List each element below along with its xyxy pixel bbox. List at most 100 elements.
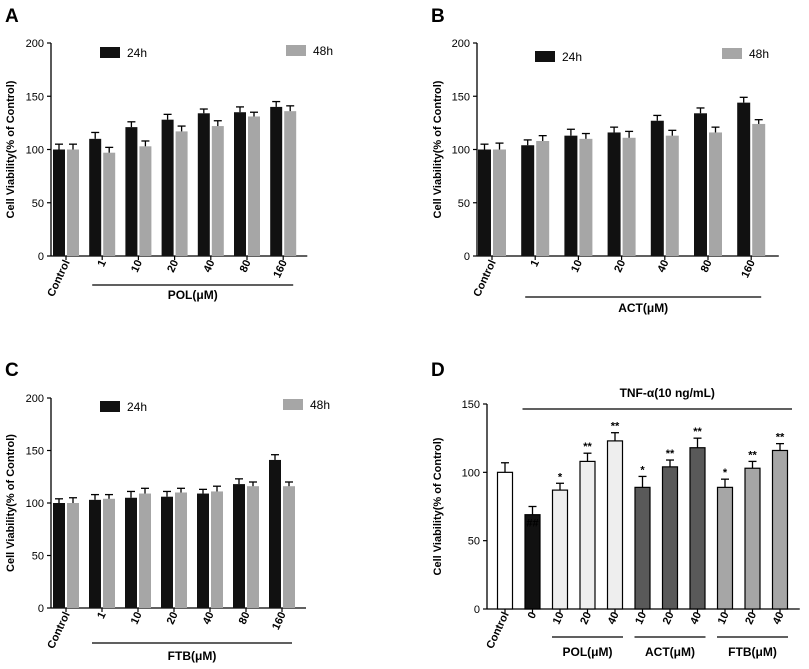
x-tick-label: 1 xyxy=(528,258,541,269)
x-tick-label: 40 xyxy=(201,610,217,626)
significance-mark: * xyxy=(558,471,563,483)
significance-mark: ## xyxy=(526,518,538,530)
y-tick-label: 200 xyxy=(452,38,470,50)
bar xyxy=(579,460,596,610)
x-tick-label: Control xyxy=(471,258,498,299)
y-axis-label: Cell Viability(% of Control) xyxy=(5,80,17,218)
bar-24h xyxy=(53,503,65,608)
x-tick-label: 20 xyxy=(165,258,181,274)
legend-swatch-48h xyxy=(722,48,742,59)
bar-24h xyxy=(233,484,245,608)
y-tick-label: 150 xyxy=(462,399,480,411)
legend-swatch-24h xyxy=(100,401,120,412)
dose-group-label: ACT(μM) xyxy=(618,301,668,315)
y-axis-label: Cell Viability(% of Control) xyxy=(432,437,444,575)
y-tick-label: 0 xyxy=(38,603,44,615)
x-tick-label: Control xyxy=(484,610,511,651)
bar-48h xyxy=(622,137,636,256)
bar xyxy=(634,486,651,610)
bar-24h xyxy=(564,135,578,256)
bar-24h xyxy=(694,113,707,256)
y-tick-label: 150 xyxy=(26,91,44,103)
legend-swatch-24h xyxy=(535,51,555,62)
bar-48h xyxy=(175,131,188,256)
bar-24h xyxy=(234,112,246,256)
x-tick-label: 40 xyxy=(606,610,622,626)
bar-24h xyxy=(125,497,137,608)
x-tick-label: 10 xyxy=(551,610,567,626)
y-tick-label: 50 xyxy=(32,551,44,563)
bar-48h xyxy=(103,498,115,608)
bar-24h xyxy=(650,120,664,257)
y-tick-label: 0 xyxy=(464,251,470,263)
y-tick-label: 150 xyxy=(26,446,44,458)
significance-mark: * xyxy=(640,464,645,476)
bar-24h xyxy=(89,138,102,256)
bar-48h xyxy=(67,149,79,256)
y-tick-label: 50 xyxy=(468,536,480,548)
bar xyxy=(496,471,514,610)
panel-c: C Cell Viability(% of Control) 0 50 100 150 20… xyxy=(5,360,330,663)
x-tick-label: Control xyxy=(45,610,72,651)
x-tick-label: 40 xyxy=(771,610,787,626)
bar-48h xyxy=(493,149,506,256)
y-tick-label: 0 xyxy=(38,251,44,263)
x-tick-label: 20 xyxy=(165,610,181,626)
significance-mark: ** xyxy=(666,448,675,460)
panel-letter: B xyxy=(431,6,445,27)
bar xyxy=(551,489,569,610)
x-tick-label: 40 xyxy=(201,258,217,274)
bar-48h xyxy=(248,116,260,256)
bar-24h xyxy=(53,149,65,256)
y-tick-label: 200 xyxy=(26,38,44,50)
x-tick-label: 80 xyxy=(699,258,715,274)
x-tick-label: 20 xyxy=(612,258,628,274)
y-tick-label: 100 xyxy=(26,498,44,510)
significance-mark: ** xyxy=(693,426,702,438)
dose-group-label: ACT(μM) xyxy=(645,645,695,659)
x-tick-label: 40 xyxy=(688,610,704,626)
y-tick-label: 200 xyxy=(26,393,44,405)
x-tick-label: 20 xyxy=(578,610,594,626)
bar-24h xyxy=(161,119,174,257)
y-tick-label: 100 xyxy=(26,145,44,157)
bar-48h xyxy=(211,126,224,256)
legend-label: 48h xyxy=(310,398,330,412)
bar-24h xyxy=(89,499,101,608)
x-tick-label: 40 xyxy=(655,258,671,274)
bar xyxy=(661,466,679,610)
legend-label: 24h xyxy=(127,46,147,60)
bar-24h xyxy=(270,106,283,257)
x-tick-label: 10 xyxy=(129,610,145,626)
significance-mark: ** xyxy=(611,421,620,433)
x-tick-label: 1 xyxy=(95,610,108,621)
y-tick-label: 50 xyxy=(32,198,44,210)
legend-label: 24h xyxy=(562,50,582,64)
bar-48h xyxy=(709,132,722,256)
x-tick-label: 160 xyxy=(271,258,290,280)
bar xyxy=(689,447,706,610)
legend-swatch-48h xyxy=(286,45,306,56)
y-tick-label: 50 xyxy=(458,198,470,210)
bar-24h xyxy=(269,459,281,608)
x-tick-label: 80 xyxy=(237,610,253,626)
y-tick-label: 150 xyxy=(452,91,470,103)
legend-label: 48h xyxy=(749,47,769,61)
bar-48h xyxy=(139,493,151,608)
bar-48h xyxy=(103,152,116,256)
x-tick-label: 10 xyxy=(633,610,649,626)
bar-48h xyxy=(752,123,766,256)
panel-letter: C xyxy=(5,360,19,381)
x-tick-label: 160 xyxy=(739,258,758,280)
dose-group-label: POL(μM) xyxy=(168,288,218,302)
bar-24h xyxy=(737,102,751,256)
bar-48h xyxy=(247,486,259,608)
y-axis-label: Cell Viability(% of Control) xyxy=(432,80,444,218)
bar-24h xyxy=(521,145,535,256)
bar-48h xyxy=(283,486,295,608)
bar-24h xyxy=(161,496,173,608)
x-tick-label: 1 xyxy=(95,258,108,269)
significance-mark: ** xyxy=(583,441,592,453)
x-tick-label: 20 xyxy=(661,610,677,626)
